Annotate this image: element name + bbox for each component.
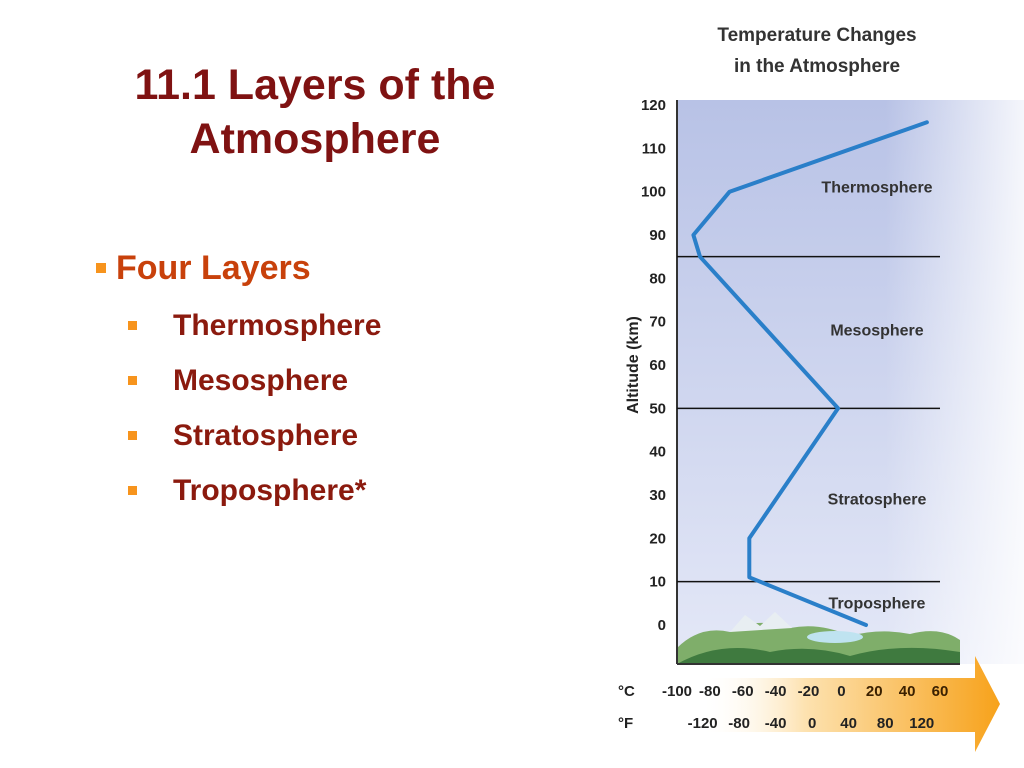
landscape-trees (677, 647, 960, 664)
x-tick-label-celsius: -60 (732, 683, 754, 700)
slide-title: 11.1 Layers of the Atmosphere (0, 58, 630, 166)
slide-title-line-1: 11.1 Layers of the (134, 61, 496, 109)
x-unit-fahrenheit: °F (618, 715, 633, 732)
x-tick-label-fahrenheit: -40 (765, 715, 787, 732)
sub-bullet-troposphere: Troposphere* (96, 463, 596, 518)
bullet-square-icon (128, 376, 137, 385)
y-tick-label: 60 (649, 357, 666, 374)
x-tick-label-celsius: -80 (699, 683, 721, 700)
layer-label: Stratosphere (828, 491, 927, 508)
x-tick-label-fahrenheit: 120 (909, 715, 934, 732)
layer-label: Thermosphere (821, 179, 932, 196)
y-tick-label: 90 (649, 227, 666, 244)
x-tick-label-celsius: -100 (662, 683, 692, 700)
sub-bullet-label: Mesosphere (173, 364, 349, 397)
y-axis-label: Altitude (km) (625, 316, 642, 414)
bullet-square-icon (96, 263, 106, 273)
y-tick-label: 10 (649, 574, 666, 591)
bullet-square-icon (128, 321, 137, 330)
slide-title-line-2: Atmosphere (189, 115, 441, 163)
y-tick-label: 70 (649, 314, 666, 331)
y-tick-label: 40 (649, 444, 666, 461)
main-bullet-label: Four Layers (116, 249, 311, 287)
x-tick-label-fahrenheit: -80 (728, 715, 750, 732)
lake (807, 631, 863, 643)
y-tick-label: 110 (642, 140, 666, 157)
sub-bullet-list: Thermosphere Mesosphere Stratosphere Tro… (96, 298, 596, 518)
y-tick-label: 20 (649, 530, 666, 547)
x-tick-label-celsius: -40 (765, 683, 787, 700)
y-tick-label: 80 (649, 270, 666, 287)
y-tick-label: 100 (641, 184, 666, 201)
bullet-square-icon (128, 486, 137, 495)
layer-label: Mesosphere (830, 322, 923, 339)
chart-title-line: Temperature Changes (717, 25, 916, 46)
temperature-line (691, 120, 929, 627)
sub-bullet-mesosphere: Mesosphere (96, 353, 596, 408)
temperature-direction-arrow (700, 656, 1000, 752)
x-tick-label-celsius: 20 (866, 683, 883, 700)
sub-bullet-label: Stratosphere (173, 419, 359, 452)
layer-label: Troposphere (829, 595, 926, 612)
x-unit-celsius: °C (618, 683, 635, 700)
y-tick-label: 0 (658, 617, 666, 634)
x-tick-label-celsius: 40 (899, 683, 916, 700)
bullet-list: Four Layers Thermosphere Mesosphere Stra… (96, 244, 596, 518)
mountain-snow (730, 612, 792, 632)
chart-title-line: in the Atmosphere (734, 56, 900, 77)
x-tick-label-fahrenheit: 80 (877, 715, 894, 732)
sub-bullet-stratosphere: Stratosphere (96, 408, 596, 463)
y-tick-label: 30 (649, 487, 666, 504)
sub-bullet-thermosphere: Thermosphere (96, 298, 596, 353)
sub-bullet-label: Troposphere* (173, 474, 367, 507)
x-tick-label-celsius: 0 (837, 683, 845, 700)
x-tick-label-fahrenheit: 0 (808, 715, 816, 732)
x-tick-label-fahrenheit: -120 (688, 715, 718, 732)
y-tick-label: 120 (641, 97, 666, 114)
bullet-square-icon (128, 431, 137, 440)
x-tick-label-celsius: -20 (798, 683, 820, 700)
x-tick-label-celsius: 60 (932, 683, 949, 700)
y-tick-label: 50 (649, 400, 666, 417)
sky-fade (677, 100, 1024, 664)
x-tick-label-fahrenheit: 40 (840, 715, 857, 732)
sub-bullet-label: Thermosphere (173, 309, 382, 342)
main-bullet: Four Layers (96, 244, 596, 292)
